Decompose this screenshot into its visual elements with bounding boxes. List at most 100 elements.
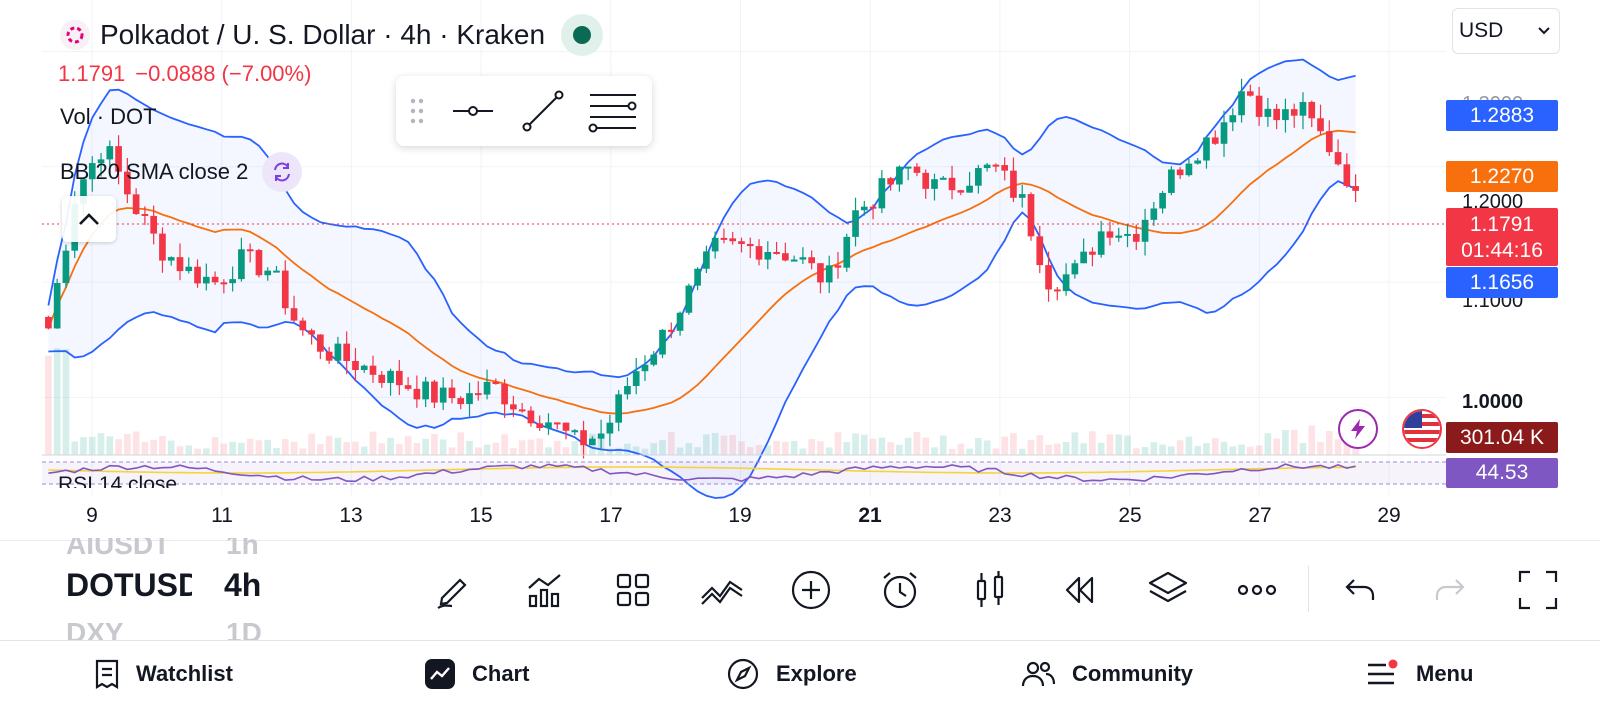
candle	[843, 236, 851, 268]
add-icon[interactable]	[789, 568, 833, 612]
volume-bar	[527, 439, 535, 455]
compass-icon	[727, 658, 759, 690]
candle	[1141, 219, 1149, 242]
bb-indicator-text: BB 20 SMA close 2	[60, 159, 249, 184]
alert-icon[interactable]	[878, 568, 922, 612]
layers-icon[interactable]	[1146, 568, 1190, 612]
volume-bar	[1290, 429, 1298, 455]
candle	[738, 241, 745, 244]
volume-bar	[624, 443, 631, 455]
volume-bar	[1264, 433, 1272, 455]
volume-bar	[1194, 446, 1202, 455]
candle	[1115, 235, 1123, 238]
volume-bar	[167, 440, 175, 455]
tab-explore[interactable]: Explore	[726, 641, 857, 707]
undo-icon[interactable]	[1338, 568, 1382, 612]
us-flag-icon[interactable]	[1402, 409, 1442, 449]
volume-bar	[1010, 433, 1017, 455]
volume-bar	[755, 444, 763, 455]
candle	[387, 370, 394, 383]
volume-bar	[369, 431, 377, 455]
layouts-icon[interactable]	[611, 568, 655, 612]
bar-countdown: 01:44:16	[1461, 239, 1543, 262]
volume-bar	[1299, 442, 1307, 455]
symbol-picker-current[interactable]: DOTUSD	[66, 567, 192, 603]
volume-bar	[106, 436, 114, 455]
candle	[1071, 263, 1079, 275]
candle	[878, 178, 886, 209]
timeframe-picker-next[interactable]: 1D	[226, 618, 262, 642]
volume-bar	[141, 441, 149, 455]
volume-bar	[439, 439, 447, 455]
volume-bar	[931, 447, 938, 455]
tab-menu[interactable]: Menu	[1366, 641, 1473, 707]
symbol-picker-prev[interactable]: AIUSDT	[66, 538, 171, 560]
volume-bar	[474, 447, 482, 455]
candle	[782, 253, 789, 261]
volume-bar	[606, 448, 614, 455]
drag-handle-icon[interactable]	[396, 98, 438, 124]
symbol-legend[interactable]: Polkadot / U. S. Dollar · 4h · Kraken	[60, 14, 604, 56]
candle	[641, 364, 649, 372]
replay-icon[interactable]	[1057, 568, 1101, 612]
lightning-icon[interactable]	[1338, 409, 1378, 449]
collapse-legend-button[interactable]	[62, 196, 116, 242]
rsi-indicator-label[interactable]: RSI 14 close	[58, 473, 178, 488]
volume-bar	[869, 438, 877, 455]
price-chart[interactable]	[0, 0, 1600, 545]
candle	[106, 146, 114, 160]
candle	[624, 385, 631, 395]
volume-bar	[1053, 443, 1061, 455]
timeframe-picker-current[interactable]: 4h	[224, 567, 262, 603]
volume-bar	[466, 440, 473, 455]
volume-bar	[1036, 435, 1044, 455]
refresh-icon[interactable]	[262, 152, 303, 192]
indicators-icon[interactable]	[522, 568, 566, 612]
rsi-tag: 44.53	[1446, 458, 1558, 488]
compare-icon[interactable]	[700, 568, 744, 612]
volume-bar	[887, 442, 894, 455]
volume-bar	[1027, 439, 1035, 455]
pencil-icon[interactable]	[432, 568, 476, 612]
volume-bar	[1229, 446, 1237, 455]
candle	[931, 179, 938, 189]
drawing-toolbar[interactable]	[396, 76, 652, 146]
tab-chart[interactable]: Chart	[424, 641, 529, 707]
candle	[606, 422, 614, 434]
bb-basis-tag: 1.2270	[1446, 161, 1558, 192]
fib-retracement-icon[interactable]	[578, 76, 648, 146]
fullscreen-icon[interactable]	[1516, 568, 1560, 612]
volume-indicator-label[interactable]: Vol · DOT	[60, 104, 157, 129]
time-tick: 9	[86, 504, 98, 527]
volume-bar	[1089, 431, 1096, 455]
chart-area[interactable]: Polkadot / U. S. Dollar · 4h · Kraken 1.…	[0, 0, 1600, 545]
volume-bar	[1176, 440, 1184, 455]
time-tick: 13	[339, 504, 363, 527]
timeframe-picker-prev[interactable]: 1h	[226, 538, 259, 560]
volume-bar	[764, 445, 772, 455]
tab-community[interactable]: Community	[1020, 641, 1193, 707]
last-price: 1.1791	[58, 61, 126, 86]
volume-bar	[615, 447, 622, 455]
volume-bar	[124, 434, 131, 455]
chart-type-icon[interactable]	[968, 568, 1012, 612]
time-tick: 23	[988, 504, 1012, 527]
volume-bar	[632, 446, 640, 455]
horizontal-ray-icon[interactable]	[438, 76, 508, 146]
redo-icon[interactable]	[1428, 568, 1472, 612]
volume-bar	[553, 440, 561, 455]
symbol-picker-next[interactable]: DXY	[66, 618, 124, 642]
tab-watchlist[interactable]: Watchlist	[94, 641, 233, 707]
volume-bar	[1150, 442, 1158, 455]
candle	[132, 194, 140, 214]
currency-value: USD	[1459, 19, 1504, 42]
trend-line-icon[interactable]	[508, 76, 578, 146]
more-icon[interactable]	[1235, 568, 1279, 612]
market-status-icon[interactable]	[561, 14, 604, 56]
bb-indicator-label[interactable]: BB 20 SMA close 2	[60, 152, 303, 192]
chevron-up-icon	[79, 213, 99, 225]
currency-select[interactable]: USD	[1452, 8, 1560, 54]
volume-bar	[299, 448, 307, 455]
volume-bar	[1115, 434, 1123, 455]
candle	[255, 250, 263, 276]
